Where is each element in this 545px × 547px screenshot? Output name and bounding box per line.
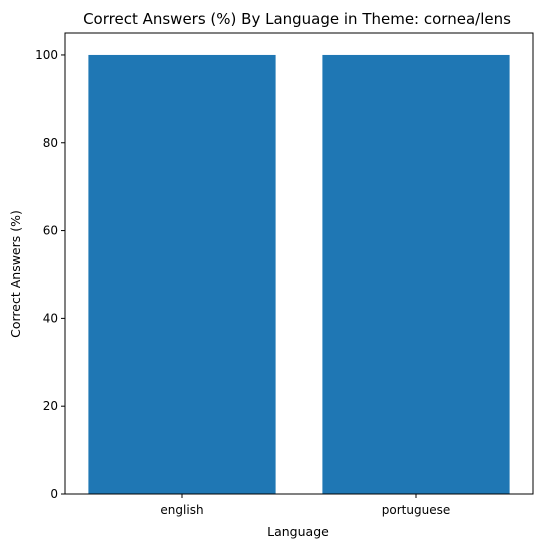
y-axis-label: Correct Answers (%) [8, 210, 23, 338]
x-axis-ticks: english portuguese [160, 494, 450, 517]
y-tick-label: 80 [43, 136, 58, 150]
x-tick-label: portuguese [382, 503, 450, 517]
y-tick-label: 20 [43, 399, 58, 413]
y-tick-label: 60 [43, 224, 58, 238]
x-axis-label: Language [267, 524, 329, 539]
chart-title: Correct Answers (%) By Language in Theme… [83, 10, 511, 28]
y-tick-label: 40 [43, 311, 58, 325]
y-axis-ticks: 0 20 40 60 80 100 [35, 48, 65, 501]
y-tick-label: 0 [50, 487, 58, 501]
bar-portuguese [322, 54, 510, 494]
y-tick-label: 100 [35, 48, 58, 62]
x-tick-label: english [160, 503, 203, 517]
bar-english [88, 54, 276, 494]
bars-group [88, 54, 510, 494]
plot-frame [64, 32, 534, 495]
